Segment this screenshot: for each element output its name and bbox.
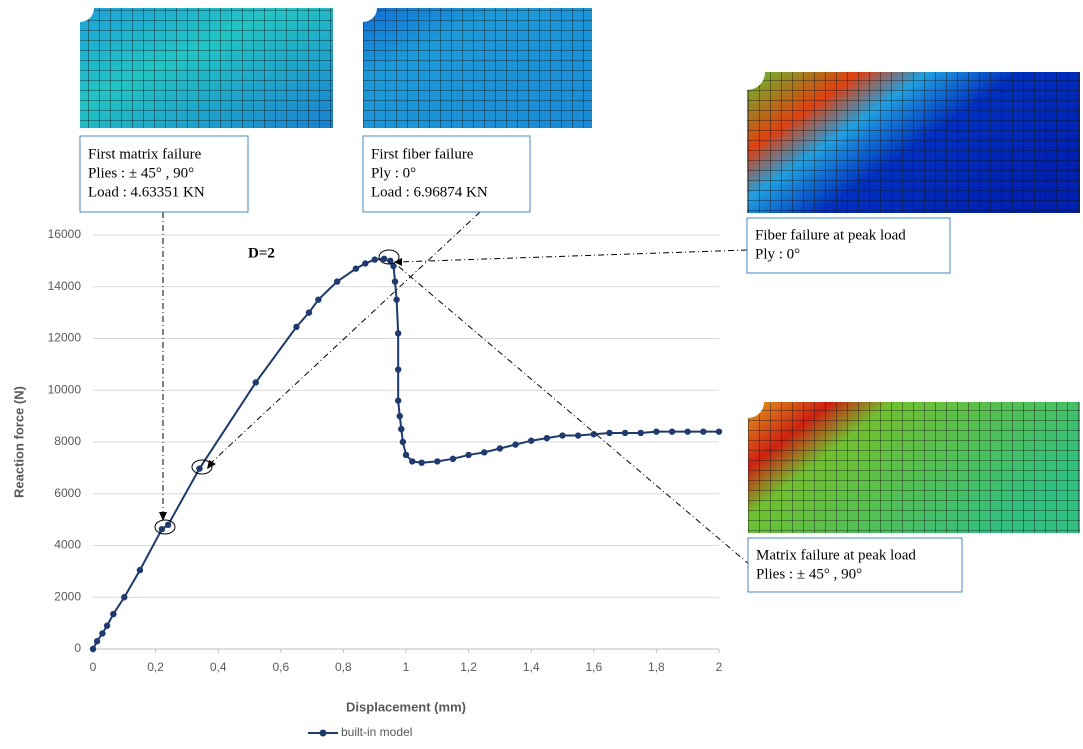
point [622, 430, 628, 436]
point [159, 526, 165, 532]
point [575, 432, 581, 438]
point [293, 324, 299, 330]
point [94, 638, 100, 644]
point [591, 431, 597, 437]
y-axis-title: Reaction force (N) [11, 386, 26, 498]
plot: 0 2000 4000 6000 8000 10000 12000 14000 16000 0 0,… [11, 227, 722, 714]
x-tick-label: 1,8 [648, 660, 665, 674]
y-tick-label: 14000 [48, 279, 82, 293]
legend-marker [320, 730, 327, 737]
x-tick-label: 2 [716, 660, 723, 674]
point [165, 522, 171, 528]
point [196, 465, 202, 471]
point [669, 428, 675, 434]
page: {"chart_data": {"type": "line", "x_label… [0, 0, 1083, 744]
annotation-line: Plies : ± 45° , 90° [88, 165, 194, 181]
point [497, 445, 503, 451]
y-tick-label: 6000 [54, 486, 81, 500]
point [137, 567, 143, 573]
annotation-line: Matrix failure at peak load [756, 547, 916, 563]
x-tick-label: 1,2 [460, 660, 477, 674]
y-tick-label: 16000 [48, 227, 82, 241]
x-tick-label: 0,8 [335, 660, 352, 674]
point [393, 296, 399, 302]
point [398, 426, 404, 432]
markers [155, 250, 399, 534]
point [544, 435, 550, 441]
point [395, 330, 401, 336]
point [481, 449, 487, 455]
point [606, 430, 612, 436]
annotation-line: Load : 6.96874 KN [371, 184, 488, 200]
arrowheads [159, 258, 402, 521]
point [372, 256, 378, 262]
x-tick-label: 1 [403, 660, 410, 674]
point [685, 428, 691, 434]
x-tick-label: 1,4 [523, 660, 540, 674]
annotation-line: First matrix failure [88, 146, 202, 162]
annotation: D=2 [248, 245, 275, 261]
annotation-line: Fiber failure at peak load [755, 227, 906, 243]
point [512, 441, 518, 447]
x-tick-label: 1,6 [585, 660, 602, 674]
mesh [80, 8, 333, 128]
annotation-line: Ply : 0° [755, 246, 800, 262]
point [110, 611, 116, 617]
point [528, 438, 534, 444]
point [450, 456, 456, 462]
point [409, 458, 415, 464]
y-tick-label: 0 [74, 641, 81, 655]
mesh [363, 8, 592, 128]
point [653, 428, 659, 434]
point [99, 630, 105, 636]
point [395, 397, 401, 403]
chart: 0 2000 4000 6000 8000 10000 12000 14000 16000 0 0,… [0, 0, 1083, 744]
x-tick-label: 0,4 [210, 660, 227, 674]
mesh [748, 402, 1080, 533]
point [700, 428, 706, 434]
x-axis-title: Displacement (mm) [346, 699, 466, 714]
point [306, 309, 312, 315]
annotation-line: Ply : 0° [371, 165, 416, 181]
mesh [747, 72, 1080, 213]
x-tick-label: 0,2 [147, 660, 164, 674]
point [400, 439, 406, 445]
y-tick-label: 12000 [48, 331, 82, 345]
point [253, 379, 259, 385]
point [381, 256, 387, 262]
y-tick-label: 2000 [54, 589, 81, 603]
x-tick-label: 0 [90, 660, 97, 674]
x-tick-label: 0,6 [272, 660, 289, 674]
y-tick-label: 10000 [48, 382, 82, 396]
point [465, 452, 471, 458]
point [716, 428, 722, 434]
point [638, 430, 644, 436]
point [559, 432, 565, 438]
y-tick-label: 4000 [54, 538, 81, 552]
point [90, 646, 96, 652]
point [418, 460, 424, 466]
point [104, 623, 110, 629]
point [121, 594, 127, 600]
annotation-line: Plies : ± 45° , 90° [756, 566, 862, 582]
point [397, 413, 403, 419]
point [334, 278, 340, 284]
point [403, 452, 409, 458]
point [353, 265, 359, 271]
y-tick-label: 8000 [54, 434, 81, 448]
annotation-line: Load : 4.63351 KN [88, 184, 205, 200]
point [395, 366, 401, 372]
point [362, 260, 368, 266]
point [392, 278, 398, 284]
annotation-line: First fiber failure [371, 146, 474, 162]
legend-label: built-in model [341, 725, 412, 739]
point [434, 458, 440, 464]
point [315, 296, 321, 302]
